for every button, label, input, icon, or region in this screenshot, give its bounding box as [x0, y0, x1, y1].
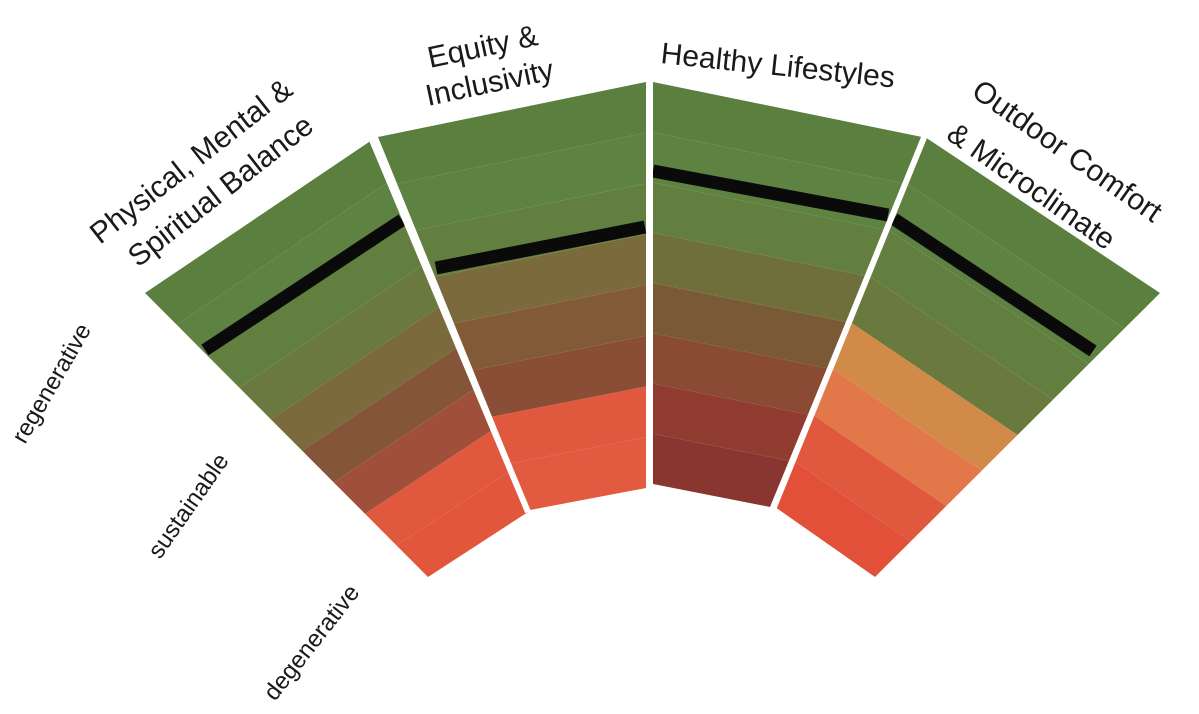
band-outdoor-5 — [812, 368, 982, 506]
band-outdoor-3 — [850, 275, 1054, 435]
band-equity-3 — [435, 234, 646, 324]
scale-label-regenerative: regenerative — [7, 319, 97, 448]
title-healthy-line1: Healthy Lifestyles — [659, 37, 896, 94]
band-healthy-5 — [653, 333, 827, 415]
band-outdoor-6 — [793, 414, 947, 542]
band-outdoor-2 — [868, 229, 1089, 400]
band-physical-1 — [176, 181, 407, 357]
band-outdoor-7 — [775, 460, 911, 577]
band-physical-8 — [396, 470, 528, 577]
score-line-physical — [201, 214, 406, 356]
band-equity-4 — [454, 285, 646, 371]
scale-label-sustainable: sustainable — [143, 448, 235, 563]
band-equity-6 — [492, 386, 646, 464]
score-line-equity — [434, 220, 647, 275]
score-line-outdoor — [890, 213, 1097, 357]
band-physical-6 — [333, 388, 494, 514]
segment-healthy-lifestyles — [653, 82, 922, 507]
band-equity-1 — [397, 132, 646, 231]
band-physical-3 — [239, 264, 442, 420]
band-outdoor-1 — [887, 183, 1125, 364]
band-healthy-2 — [653, 182, 884, 276]
band-equity-2 — [416, 183, 646, 277]
band-outdoor-4 — [831, 322, 1018, 471]
separator-1 — [369, 138, 531, 514]
segment-equity-inclusivity — [378, 82, 646, 510]
band-healthy-3 — [653, 232, 865, 322]
score-line-healthy — [651, 164, 890, 222]
band-equity-5 — [473, 335, 646, 417]
band-physical-0 — [145, 140, 390, 325]
band-equity-0 — [378, 82, 646, 184]
band-physical-5 — [302, 346, 476, 483]
scale-label-degenerative: degenerative — [258, 580, 365, 706]
band-physical-2 — [207, 222, 424, 388]
segment-outdoor-comfort — [775, 137, 1160, 577]
separator-3 — [769, 133, 928, 514]
band-healthy-4 — [653, 283, 846, 369]
band-physical-7 — [365, 429, 511, 546]
band-healthy-7 — [653, 433, 789, 507]
band-outdoor-0 — [906, 137, 1160, 329]
band-healthy-6 — [653, 383, 808, 461]
band-physical-4 — [270, 305, 459, 451]
band-equity-7 — [511, 437, 646, 510]
band-healthy-0 — [653, 82, 922, 184]
segment-physical-mental-spiritual — [145, 140, 528, 577]
